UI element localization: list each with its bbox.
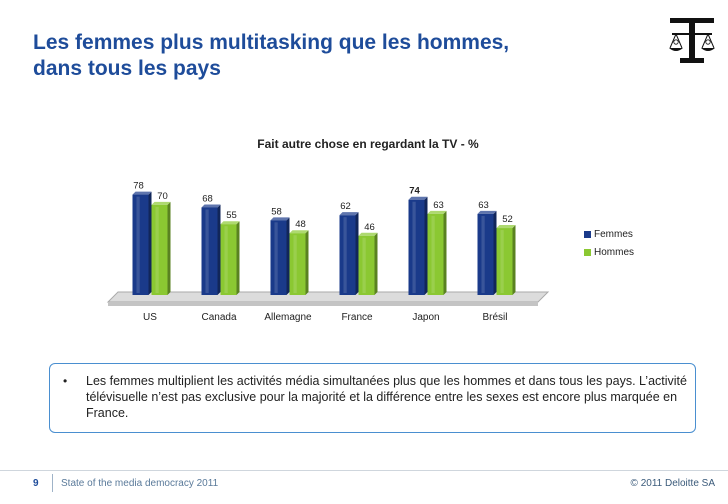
slide-title: Les femmes plus multitasking que les hom…: [33, 30, 593, 82]
bar-top-hommes-0: [151, 201, 171, 205]
tick-label-2: Allemagne: [264, 312, 312, 323]
scales-of-justice-gender-icon: [669, 18, 715, 63]
bar-side-hommes-1: [236, 221, 240, 295]
bar-top-femmes-3: [339, 212, 359, 216]
bar-highlight-femmes-5: [481, 215, 485, 293]
commentary-text: Les femmes multiplient les activités méd…: [86, 374, 687, 420]
slide-title-line-2: dans tous les pays: [33, 57, 221, 80]
footer-copyright: © 2011 Deloitte SA: [630, 478, 715, 489]
bar-side-hommes-4: [443, 210, 447, 295]
footer-divider: [0, 470, 728, 471]
bar-highlight-hommes-3: [362, 237, 366, 293]
bar-femmes-1: [201, 207, 218, 295]
bar-highlight-femmes-2: [274, 222, 278, 293]
bar-top-hommes-5: [496, 225, 516, 229]
bar-highlight-hommes-1: [224, 226, 228, 293]
bar-side-femmes-5: [493, 210, 497, 295]
bar-hommes-4: [427, 213, 444, 295]
bar-top-hommes-3: [358, 232, 378, 236]
data-label-femmes-4: 74: [409, 186, 420, 197]
data-label-femmes-0: 78: [133, 181, 144, 192]
chart-floor-edge: [108, 302, 538, 306]
page-number: 9: [33, 478, 39, 489]
bar-hommes-5: [496, 228, 513, 295]
bar-highlight-hommes-4: [431, 215, 435, 293]
bar-top-hommes-1: [220, 221, 240, 225]
data-label-hommes-5: 52: [502, 214, 513, 225]
bar-hommes-3: [358, 235, 375, 295]
legend-label-femmes: Femmes: [594, 228, 633, 240]
tick-label-4: Japon: [412, 312, 439, 323]
data-label-femmes-5: 63: [478, 200, 489, 211]
data-label-femmes-3: 62: [340, 201, 351, 212]
bar-chart: 78 70 US 68 55 Canada 58 48 Allemagne 62 46 France 7…: [106, 181, 550, 323]
bar-top-femmes-5: [477, 210, 497, 214]
bar-hommes-1: [220, 224, 237, 295]
bar-top-femmes-1: [201, 204, 221, 208]
bar-highlight-femmes-1: [205, 209, 209, 293]
legend-item-femmes: Femmes: [584, 225, 634, 243]
bar-side-femmes-3: [355, 212, 359, 295]
data-label-hommes-1: 55: [226, 210, 237, 221]
tick-label-1: Canada: [201, 312, 236, 323]
bar-side-femmes-2: [286, 217, 290, 295]
commentary-box: • Les femmes multiplient les activités m…: [49, 363, 696, 433]
bar-side-femmes-1: [217, 204, 221, 295]
legend-swatch-femmes: [584, 230, 591, 238]
tick-label-5: Brésil: [482, 312, 507, 323]
bar-femmes-3: [339, 215, 356, 295]
data-label-hommes-3: 46: [364, 222, 375, 233]
bar-top-hommes-4: [427, 210, 447, 214]
bar-top-hommes-2: [289, 230, 309, 234]
bar-top-femmes-2: [270, 217, 290, 221]
data-label-hommes-2: 48: [295, 219, 306, 230]
bar-highlight-femmes-0: [136, 196, 140, 293]
bar-highlight-hommes-2: [293, 235, 297, 293]
bullet-point: •: [63, 374, 68, 388]
data-label-femmes-2: 58: [271, 206, 282, 217]
bar-highlight-hommes-5: [500, 230, 504, 293]
data-label-femmes-1: 68: [202, 193, 213, 204]
bar-femmes-5: [477, 213, 494, 295]
chart-legend: Femmes Hommes: [584, 225, 634, 261]
legend-label-hommes: Hommes: [594, 246, 635, 258]
tick-label-3: France: [341, 312, 373, 323]
bar-highlight-hommes-0: [155, 206, 159, 293]
tick-label-0: US: [143, 312, 157, 323]
bar-top-femmes-0: [132, 191, 152, 195]
bar-femmes-4: [408, 199, 425, 295]
bar-side-hommes-0: [167, 201, 171, 295]
bar-side-femmes-0: [148, 191, 152, 295]
bar-femmes-2: [270, 220, 287, 295]
data-label-hommes-4: 63: [433, 200, 444, 211]
bar-hommes-0: [151, 204, 168, 295]
bar-top-femmes-4: [408, 196, 428, 200]
footer-separator: [52, 474, 53, 492]
bar-side-femmes-4: [424, 196, 428, 295]
bar-side-hommes-5: [512, 225, 516, 295]
bar-side-hommes-3: [374, 232, 378, 295]
bar-side-hommes-2: [305, 230, 309, 295]
bar-hommes-2: [289, 233, 306, 295]
footer-source: State of the media democracy 2011: [61, 478, 219, 489]
legend-swatch-hommes: [584, 248, 591, 256]
chart-title: Fait autre chose en regardant la TV - %: [257, 137, 479, 151]
slide-title-line-1: Les femmes plus multitasking que les hom…: [33, 31, 510, 54]
legend-item-hommes: Hommes: [584, 243, 634, 261]
bar-femmes-0: [132, 194, 149, 295]
bar-highlight-femmes-3: [343, 217, 347, 293]
data-label-hommes-0: 70: [157, 191, 168, 202]
bar-highlight-femmes-4: [412, 201, 416, 293]
